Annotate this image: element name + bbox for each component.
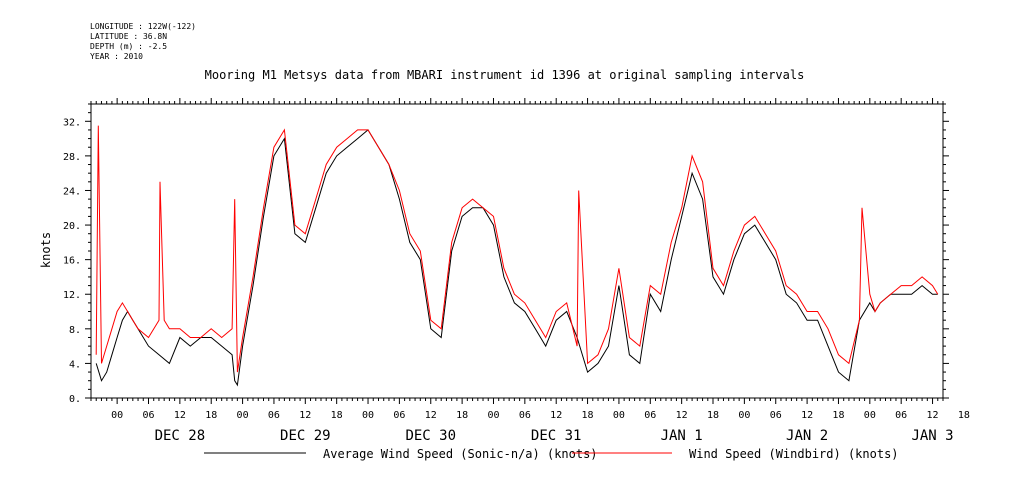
x-hour-tick-label: 06 — [895, 410, 907, 421]
x-hour-tick-label: 00 — [864, 410, 876, 421]
latitude-label: LATITUDE : 36.8N — [90, 32, 168, 41]
x-hour-tick-label: 06 — [644, 410, 656, 421]
x-hour-tick-label: 12 — [550, 410, 562, 421]
legend-label: Average Wind Speed (Sonic-n/a) (knots) — [323, 447, 598, 461]
x-hour-tick-label: 00 — [362, 410, 374, 421]
x-day-label: DEC 31 — [531, 428, 582, 444]
series-line-windbird — [95, 125, 939, 373]
x-hour-tick-label: 18 — [456, 410, 468, 421]
x-hour-tick-label: 18 — [205, 410, 217, 421]
x-hour-tick-label: 18 — [832, 410, 844, 421]
x-hour-tick-label: 12 — [676, 410, 688, 421]
x-hour-tick-label: 18 — [331, 410, 343, 421]
x-hour-tick-label: 12 — [174, 410, 186, 421]
legend-label: Wind Speed (Windbird) (knots) — [689, 447, 899, 461]
series-line-sonic — [95, 129, 938, 387]
x-day-label: JAN 2 — [786, 428, 828, 444]
depth-label: DEPTH (m) : -2.5 — [90, 42, 168, 51]
x-hour-tick-label: 06 — [770, 410, 782, 421]
x-hour-tick-label: 12 — [801, 410, 813, 421]
x-hour-tick-label: 06 — [268, 410, 280, 421]
x-day-label: JAN 1 — [661, 428, 703, 444]
year-label: YEAR : 2010 — [90, 52, 143, 61]
x-hour-tick-label: 18 — [707, 410, 719, 421]
x-hour-tick-label: 06 — [519, 410, 531, 421]
plot-frame — [90, 103, 944, 399]
x-hour-tick-label: 00 — [613, 410, 625, 421]
x-hour-tick-label: 18 — [582, 410, 594, 421]
x-hour-tick-label: 06 — [142, 410, 154, 421]
x-hour-tick-label: 00 — [487, 410, 499, 421]
x-day-label: DEC 30 — [405, 428, 456, 444]
x-hour-tick-label: 00 — [738, 410, 750, 421]
x-hour-tick-label: 12 — [299, 410, 311, 421]
longitude-label: LONGITUDE : 122W(-122) — [90, 22, 196, 31]
x-hour-tick-label: 00 — [237, 410, 249, 421]
y-tick-label: 16. — [63, 256, 81, 267]
x-hour-tick-label: 00 — [111, 410, 123, 421]
x-day-label: JAN 3 — [911, 428, 953, 444]
metadata-block: LONGITUDE : 122W(-122) LATITUDE : 36.8N … — [90, 22, 196, 62]
x-hour-tick-label: 18 — [958, 410, 970, 421]
x-hour-tick-label: 12 — [425, 410, 437, 421]
x-day-label: DEC 29 — [280, 428, 331, 444]
y-tick-label: 32. — [63, 117, 81, 128]
chart-title: Mooring M1 Metsys data from MBARI instru… — [204, 68, 805, 82]
x-hour-tick-label: 06 — [393, 410, 405, 421]
y-tick-label: 28. — [63, 152, 81, 163]
x-day-label: DEC 28 — [155, 428, 206, 444]
y-tick-label: 24. — [63, 186, 81, 197]
y-axis-label: knots — [39, 232, 53, 268]
y-tick-label: 4. — [69, 359, 81, 370]
y-tick-label: 12. — [63, 290, 81, 301]
y-tick-label: 8. — [69, 325, 81, 336]
y-tick-label: 20. — [63, 221, 81, 232]
x-hour-tick-label: 12 — [927, 410, 939, 421]
y-tick-label: 0. — [69, 394, 81, 405]
